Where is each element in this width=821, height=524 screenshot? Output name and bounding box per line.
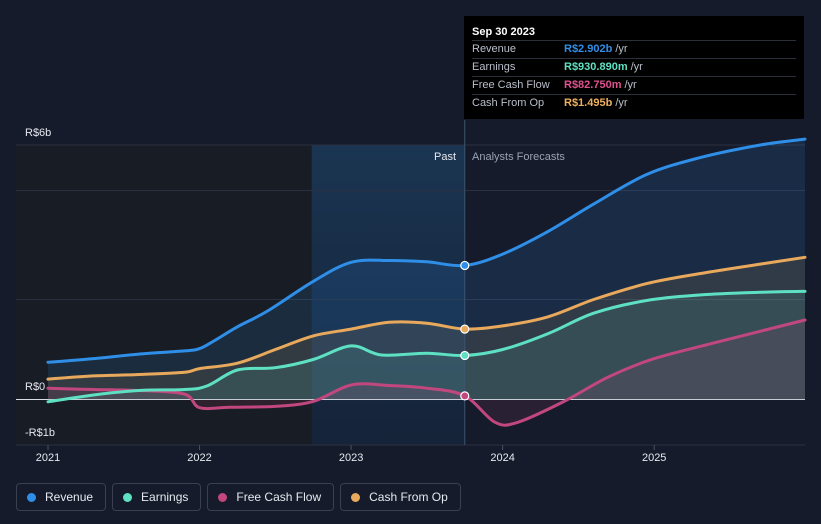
line-cfo: [46, 255, 807, 381]
line-revenue: [46, 137, 807, 364]
tooltip-unit: /yr: [615, 97, 628, 109]
tooltip-value: R$2.902b: [564, 43, 613, 55]
tooltip-row-cfo: Cash From Op R$1.495b /yr: [472, 94, 796, 112]
series-lines: [46, 137, 807, 427]
tooltip-value: R$930.890m: [564, 61, 628, 73]
marker-revenue: [460, 260, 470, 271]
area-revenue: [48, 139, 805, 400]
forecast-label: Analysts Forecasts: [472, 151, 565, 163]
legend-label: Cash From Op: [369, 490, 448, 504]
marker-fcf: [460, 391, 470, 401]
past-highlight-band: [311, 145, 465, 445]
legend-label: Revenue: [45, 490, 94, 504]
marker-earnings: [460, 350, 470, 361]
tooltip-unit: /yr: [624, 79, 637, 91]
legend-dot-icon: [218, 492, 228, 502]
tooltip-unit: /yr: [615, 43, 628, 55]
x-tick-label: 2021: [36, 452, 60, 464]
area-fcf: [48, 320, 805, 426]
x-tick-label: 2025: [642, 452, 666, 464]
legend-item-cfo[interactable]: Cash From Op: [340, 483, 461, 511]
legend-label: Free Cash Flow: [236, 490, 322, 504]
x-tick-label: 2024: [490, 452, 514, 464]
y-label-bottom: -R$1b: [25, 427, 55, 439]
legend: Revenue Earnings Free Cash Flow Cash Fro…: [16, 483, 461, 511]
tooltip-unit: /yr: [630, 61, 643, 73]
tooltip-row-earnings: Earnings R$930.890m /yr: [472, 58, 796, 76]
y-label-top: R$6b: [25, 127, 51, 139]
x-tick-label: 2023: [339, 452, 363, 464]
legend-label: Earnings: [141, 490, 189, 504]
grid-lines: [16, 144, 805, 446]
x-tick-label: 2022: [187, 452, 211, 464]
tooltip-value: R$1.495b: [564, 97, 613, 109]
tooltip-row-fcf: Free Cash Flow R$82.750m /yr: [472, 76, 796, 94]
tooltip-date: Sep 30 2023: [472, 26, 535, 38]
tooltip-label: Cash From Op: [472, 97, 545, 109]
line-fcf: [46, 318, 807, 427]
tooltip-label: Revenue: [472, 43, 517, 55]
legend-dot-icon: [27, 492, 36, 502]
tooltip-label: Free Cash Flow: [472, 79, 550, 91]
legend-item-earnings[interactable]: Earnings: [112, 483, 202, 511]
tooltip: Sep 30 2023 Revenue R$2.902b /yr Earning…: [464, 16, 804, 119]
marker-cfo: [460, 324, 470, 334]
tooltip-label: Earnings: [472, 61, 516, 73]
tooltip-value: R$82.750m: [564, 79, 622, 91]
legend-dot-icon: [351, 492, 361, 502]
legend-dot-icon: [123, 492, 133, 502]
x-axis-ticks: 2021 2022 2023 2024 2025: [36, 445, 666, 464]
tooltip-row-revenue: Revenue R$2.902b /yr: [472, 40, 796, 58]
y-label-zero: R$0: [25, 381, 45, 393]
legend-item-revenue[interactable]: Revenue: [16, 483, 107, 511]
past-shade: [16, 145, 313, 445]
legend-item-fcf[interactable]: Free Cash Flow: [207, 483, 335, 511]
past-label: Past: [434, 151, 456, 163]
line-earnings: [46, 289, 807, 404]
series-markers: [460, 260, 470, 401]
